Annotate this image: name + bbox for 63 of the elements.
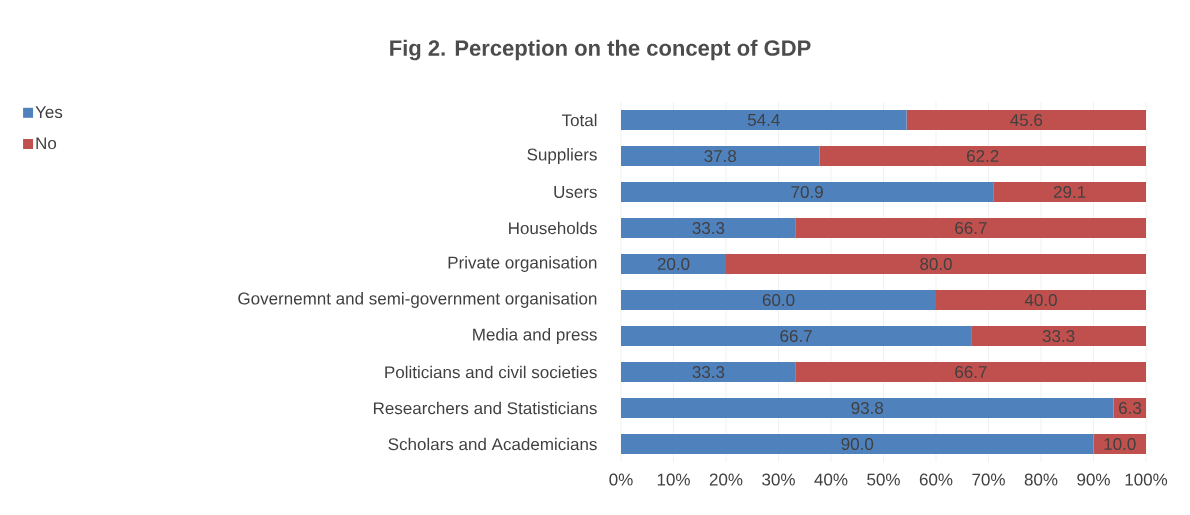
y-tick-label: Total: [561, 113, 597, 127]
bar: [621, 254, 726, 274]
data-label: 10.0: [1104, 437, 1136, 451]
x-tick-label: 10%: [657, 473, 690, 486]
y-tick-label: Households: [509, 221, 597, 235]
legend-label: No: [36, 137, 57, 150]
data-label: 66.7: [780, 329, 812, 343]
bar: [1093, 434, 1147, 455]
bar: [936, 290, 1147, 310]
data-label: 40.0: [1024, 293, 1057, 307]
data-label: 80.0: [920, 257, 952, 271]
y-tick-label: Researchers and Statisticians: [373, 401, 597, 415]
x-tick-label: 0%: [609, 473, 633, 486]
y-tick-label: Private organisation: [448, 256, 597, 272]
data-label: 45.6: [1010, 113, 1043, 127]
bar: [621, 326, 972, 346]
data-label: 90.0: [841, 437, 874, 451]
data-label: 33.3: [692, 221, 725, 235]
bar: [993, 182, 1147, 202]
bar: [621, 218, 796, 238]
data-label: 20.0: [657, 257, 690, 271]
x-tick-label: 30%: [762, 473, 795, 486]
x-tick-label: 70%: [972, 473, 1005, 486]
bar: [906, 110, 1147, 130]
data-label: 70.9: [791, 185, 823, 199]
bar: [621, 146, 820, 166]
data-label: 29.1: [1053, 185, 1086, 199]
x-tick-label: 90%: [1077, 473, 1110, 486]
data-label: 54.4: [747, 114, 780, 126]
bar: [621, 290, 936, 310]
y-tick-label: Politicians and civil societies: [385, 365, 597, 379]
data-label: 66.7: [955, 365, 987, 379]
x-tick-label: 80%: [1024, 473, 1058, 486]
bar: [726, 254, 1147, 274]
data-label: 60.0: [762, 293, 795, 307]
y-tick-label: Scholars and Academicians: [388, 437, 597, 451]
data-label: 66.7: [955, 221, 987, 235]
bar: [971, 326, 1147, 346]
data-label: 93.8: [851, 401, 884, 415]
x-tick-label: 60%: [919, 473, 953, 486]
legend-label: Yes: [35, 106, 63, 119]
y-tick-label: Users: [554, 186, 597, 198]
x-tick-label: 50%: [867, 473, 900, 486]
data-label: 33.3: [1042, 329, 1075, 343]
bar: [621, 182, 994, 202]
y-tick-label: Media and press: [473, 328, 597, 344]
bar: [621, 362, 796, 382]
chart-title: Fig 2. Perception on the concept of GDP: [390, 39, 811, 61]
data-label: 33.3: [692, 365, 725, 379]
x-tick-label: 20%: [709, 473, 743, 486]
bar: [621, 434, 1094, 455]
data-label: 62.2: [967, 149, 999, 163]
bar: [795, 362, 1147, 382]
bar: [819, 146, 1147, 166]
data-label: 37.8: [704, 149, 737, 163]
bar: [795, 218, 1147, 238]
y-tick-label: Governemnt and semi-government organisation: [238, 292, 597, 308]
bar: [621, 110, 907, 130]
x-tick-label: 100%: [1125, 473, 1168, 486]
bar: [621, 398, 1114, 418]
x-tick-label: 40%: [814, 473, 848, 486]
y-tick-label: Suppliers: [527, 148, 597, 164]
data-label: 6.3: [1119, 401, 1142, 415]
